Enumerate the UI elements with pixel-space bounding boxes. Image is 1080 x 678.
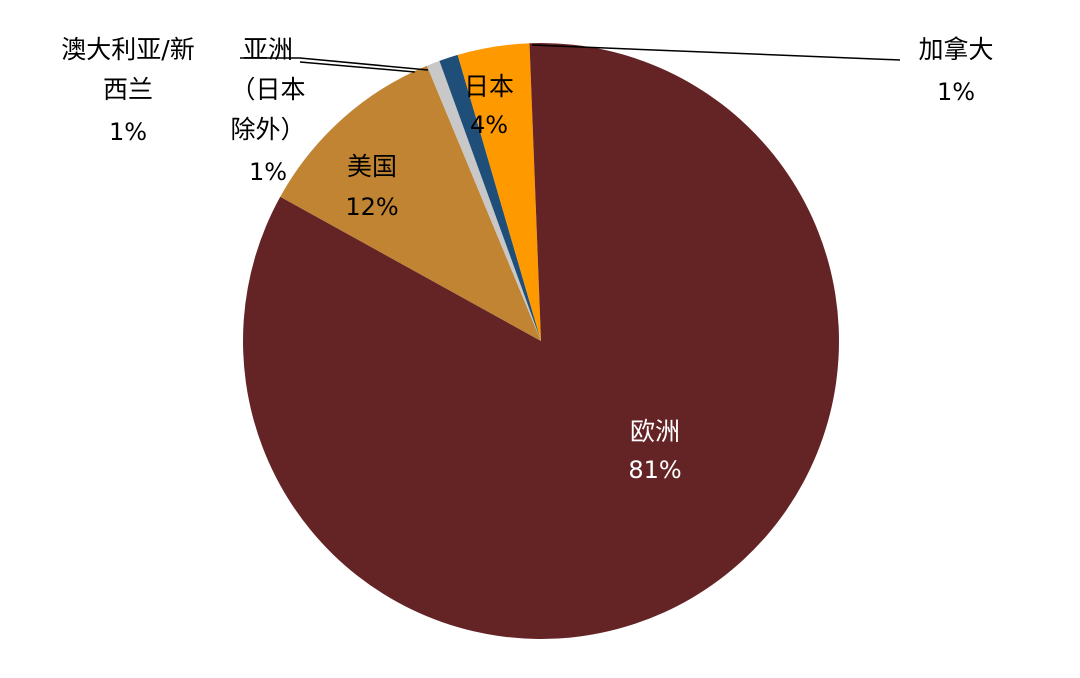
label-canada-value: 1% <box>937 78 975 106</box>
leader-line-australia <box>299 61 416 73</box>
leader-lines <box>240 44 901 73</box>
label-europe-value: 81% <box>628 456 681 484</box>
label-canada-name: 加拿大 <box>918 35 993 64</box>
slice-australia-new-zealand <box>426 60 541 341</box>
slice-usa <box>280 65 541 342</box>
label-japan-name: 日本 <box>464 72 514 101</box>
label-japan-value: 4% <box>470 111 508 139</box>
slice-canada <box>529 42 541 341</box>
label-asia-value: 1% <box>249 158 287 186</box>
label-asia-line1: 亚洲 <box>243 35 293 64</box>
slice-asia-ex-japan <box>439 54 541 341</box>
label-asia-line3: 除外） <box>230 115 305 144</box>
slice-europe <box>242 43 839 639</box>
leader-line-asia <box>240 57 429 71</box>
pie-slices <box>242 42 839 639</box>
label-australia-value: 1% <box>109 118 147 146</box>
label-europe-name: 欧洲 <box>630 417 680 446</box>
slice-japan <box>457 43 541 341</box>
label-australia-line1: 澳大利亚/新 <box>61 35 194 64</box>
label-australia-line2: 西兰 <box>103 75 153 104</box>
label-usa-name: 美国 <box>347 152 397 181</box>
label-usa-value: 12% <box>345 193 398 221</box>
label-asia-line2: （日本 <box>230 75 305 104</box>
leader-line-canada <box>531 44 901 61</box>
